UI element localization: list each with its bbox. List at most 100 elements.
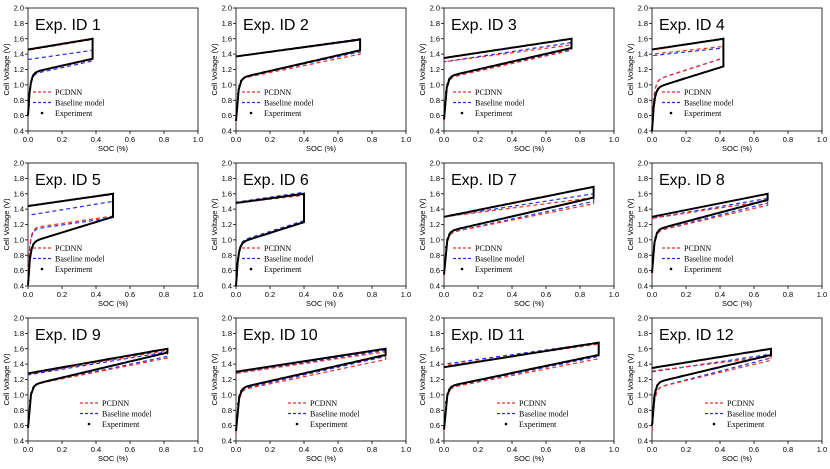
y-tick-label: 1.8	[430, 174, 440, 183]
experiment-point	[654, 94, 657, 97]
legend-label: Baseline model	[684, 99, 734, 108]
legend-label: Experiment	[310, 420, 348, 429]
y-tick-label: 0.8	[222, 406, 232, 415]
experiment-point	[28, 399, 32, 402]
y-tick-label: 1.0	[430, 235, 440, 244]
x-tick-label: 0.2	[57, 290, 67, 299]
experiment-point	[448, 388, 451, 391]
experiment-point	[235, 274, 238, 277]
y-tick-label: 0.4	[14, 437, 24, 446]
y-tick-label: 1.4	[638, 205, 648, 214]
y-tick-label: 1.8	[222, 174, 232, 183]
legend-label: Experiment	[475, 265, 513, 274]
experiment-point	[30, 391, 33, 394]
legend-label: PCDNN	[102, 399, 129, 408]
y-tick-label: 0.6	[14, 266, 24, 275]
experiment-point	[235, 419, 238, 422]
x-tick-label: 0.2	[265, 135, 275, 144]
subplot-8: 0.4 0.6 0.8 1.0 1.2 1.4 1.6 1.8 2.0 0.0 0.2 0.4 0.6 0…	[626, 159, 827, 309]
x-tick-label: 0.8	[159, 445, 169, 454]
legend-label: Experiment	[519, 420, 557, 429]
y-tick-label: 1.4	[14, 360, 24, 369]
x-tick-label: 0.4	[299, 135, 309, 144]
y-tick-label: 0.6	[14, 421, 24, 430]
y-tick-label: 0.8	[222, 251, 232, 260]
x-tick-label: 0.8	[575, 135, 585, 144]
legend-label: PCDNN	[475, 88, 502, 97]
y-tick-label: 0.8	[14, 406, 24, 415]
x-tick-label: 0.4	[715, 290, 725, 299]
x-axis-label: SOC (%)	[306, 454, 337, 463]
x-tick-label: 0.0	[439, 290, 449, 299]
subplot-title: Exp. ID 8	[659, 172, 725, 189]
legend-swatch	[295, 422, 299, 426]
y-tick-label: 2.0	[222, 4, 232, 13]
series-line-experiment	[651, 37, 725, 132]
x-tick-label: 0.4	[299, 290, 309, 299]
x-tick-label: 0.2	[473, 290, 483, 299]
legend-label: PCDNN	[727, 399, 754, 408]
legend-swatch	[249, 111, 253, 115]
y-tick-label: 0.4	[430, 127, 440, 136]
y-tick-label: 1.4	[14, 205, 24, 214]
y-tick-label: 0.6	[638, 421, 648, 430]
y-axis-label: Cell Voltage (V)	[210, 198, 219, 251]
experiment-point	[27, 416, 30, 419]
y-tick-label: 0.8	[14, 96, 24, 105]
y-tick-label: 1.2	[430, 65, 440, 74]
experiment-point	[27, 273, 30, 276]
experiment-point	[444, 91, 448, 94]
x-tick-label: 0.6	[541, 290, 551, 299]
series-line-experiment	[235, 192, 305, 287]
experiment-point	[236, 402, 240, 405]
y-axis-label: Cell Voltage (V)	[418, 353, 427, 406]
x-tick-label: 0.8	[783, 135, 793, 144]
experiment-point	[446, 83, 449, 86]
x-tick-label: 0.2	[57, 445, 67, 454]
legend-label: PCDNN	[684, 244, 711, 253]
legend-swatch	[460, 111, 464, 115]
experiment-point	[238, 249, 241, 252]
y-tick-label: 1.6	[222, 34, 232, 43]
x-tick-label: 0.6	[125, 445, 135, 454]
y-tick-label: 0.6	[638, 266, 648, 275]
x-tick-label: 0.2	[681, 290, 691, 299]
subplot-3: 0.4 0.6 0.8 1.0 1.2 1.4 1.6 1.8 2.0 0.0 0.2 0.4 0.6 0…	[418, 4, 619, 154]
y-tick-label: 1.2	[14, 220, 24, 229]
legend-swatch	[504, 422, 508, 426]
legend-label: PCDNN	[475, 244, 502, 253]
y-tick-label: 2.0	[638, 314, 648, 323]
y-tick-label: 0.6	[430, 111, 440, 120]
x-tick-label: 1.0	[193, 290, 203, 299]
subplot-title: Exp. ID 3	[451, 17, 517, 34]
x-tick-label: 0.0	[23, 290, 33, 299]
y-tick-label: 0.8	[14, 251, 24, 260]
y-axis-label: Cell Voltage (V)	[418, 198, 427, 251]
experiment-point	[31, 243, 35, 246]
experiment-point	[30, 79, 33, 82]
y-tick-label: 1.4	[14, 50, 24, 59]
x-tick-label: 0.8	[783, 445, 793, 454]
experiment-point	[652, 397, 656, 400]
x-tick-label: 0.0	[23, 445, 33, 454]
legend-label: Baseline model	[102, 410, 152, 419]
y-tick-label: 1.8	[222, 329, 232, 338]
y-axis-label: Cell Voltage (V)	[2, 353, 11, 406]
y-tick-label: 1.2	[638, 375, 648, 384]
y-tick-label: 1.6	[638, 34, 648, 43]
x-axis-label: SOC (%)	[98, 299, 129, 308]
series-line-baseline	[443, 193, 595, 277]
x-tick-label: 0.6	[333, 445, 343, 454]
y-tick-label: 2.0	[430, 159, 440, 168]
legend-label: Baseline model	[519, 410, 569, 419]
subplot-10: 0.4 0.6 0.8 1.0 1.2 1.4 1.6 1.8 2.0 0.0 0.2 0.4 0.6 0…	[210, 314, 411, 464]
experiment-point	[651, 413, 654, 416]
x-tick-label: 0.4	[91, 290, 101, 299]
subplot-title: Exp. ID 10	[243, 327, 318, 344]
x-axis-label: SOC (%)	[514, 299, 545, 308]
y-tick-label: 0.8	[430, 96, 440, 105]
x-tick-label: 0.4	[715, 135, 725, 144]
